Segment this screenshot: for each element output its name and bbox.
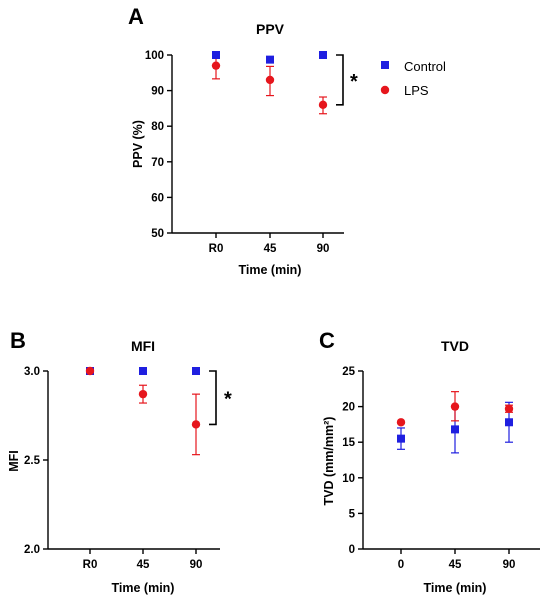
y-tick-label: 90 <box>151 86 164 98</box>
lps-point <box>211 61 221 70</box>
lps-point <box>265 75 275 85</box>
y-tick-label: 5 <box>349 508 356 520</box>
chart-c-xlabel: Time (min) <box>424 581 487 595</box>
significance-star: * <box>350 71 358 93</box>
y-tick-label: 25 <box>342 366 355 378</box>
panel-letter-a: A <box>128 4 144 29</box>
x-tick-label: R0 <box>209 243 224 255</box>
chart-a-xlabel: Time (min) <box>239 263 302 277</box>
y-tick-label: 20 <box>342 402 355 414</box>
control-point <box>505 418 513 427</box>
legend-control-marker <box>381 61 389 69</box>
x-tick-label: 90 <box>503 559 516 571</box>
significance-bracket <box>209 370 217 426</box>
panel-letter-c: C <box>319 328 335 353</box>
y-tick-label: 10 <box>342 473 355 485</box>
control-point <box>451 425 459 434</box>
y-tick-label: 80 <box>151 121 164 133</box>
lps-point <box>191 420 201 429</box>
legend-lps-label: LPS <box>404 83 429 98</box>
significance-bracket <box>336 54 344 106</box>
x-tick-label: 45 <box>449 559 462 571</box>
lps-point <box>138 389 148 399</box>
control-point <box>139 367 147 375</box>
control-point <box>397 434 405 443</box>
lps-point <box>504 404 514 413</box>
y-tick-label: 50 <box>151 228 164 240</box>
y-tick-label: 15 <box>342 437 355 449</box>
chart-b-ylabel: MFI <box>7 450 21 472</box>
x-tick-label: 45 <box>137 559 150 571</box>
lps-point <box>396 418 406 427</box>
control-point <box>212 51 220 59</box>
x-tick-label: 90 <box>190 559 203 571</box>
chart-c-ylabel: TVD (mm/mm²) <box>322 417 336 506</box>
y-tick-label: 70 <box>151 157 164 169</box>
lps-point <box>318 100 328 110</box>
chart-a-title: PPV <box>256 21 285 37</box>
y-tick-label: 2.5 <box>24 455 41 467</box>
y-tick-label: 60 <box>151 192 164 204</box>
lps-point <box>85 366 95 376</box>
control-point <box>192 367 200 375</box>
chart-a-ylabel: PPV (%) <box>131 120 145 168</box>
chart-b-title: MFI <box>131 338 155 354</box>
x-tick-label: R0 <box>83 559 98 571</box>
chart-a: 50 60 70 80 90 100 R0 45 90 * <box>145 50 358 255</box>
y-tick-label: 3.0 <box>24 366 40 378</box>
control-point <box>319 51 327 59</box>
legend-control-label: Control <box>404 59 446 74</box>
x-tick-label: 90 <box>317 243 330 255</box>
x-tick-label: 45 <box>264 243 277 255</box>
chart-c-title: TVD <box>441 338 469 354</box>
y-tick-label: 0 <box>349 544 355 556</box>
y-tick-label: 100 <box>145 50 164 62</box>
chart-b-xlabel: Time (min) <box>112 581 175 595</box>
lps-point <box>450 402 460 411</box>
chart-c: 0 5 10 15 20 25 0 45 90 <box>342 366 540 571</box>
significance-star: * <box>224 389 232 411</box>
legend: Control LPS <box>380 59 446 98</box>
chart-b: 2.0 2.5 3.0 R0 45 90 * <box>24 366 232 571</box>
x-tick-label: 0 <box>398 559 404 571</box>
y-tick-label: 2.0 <box>24 544 40 556</box>
panel-letter-b: B <box>10 328 26 353</box>
control-point <box>266 55 274 64</box>
legend-lps-marker <box>380 85 390 95</box>
